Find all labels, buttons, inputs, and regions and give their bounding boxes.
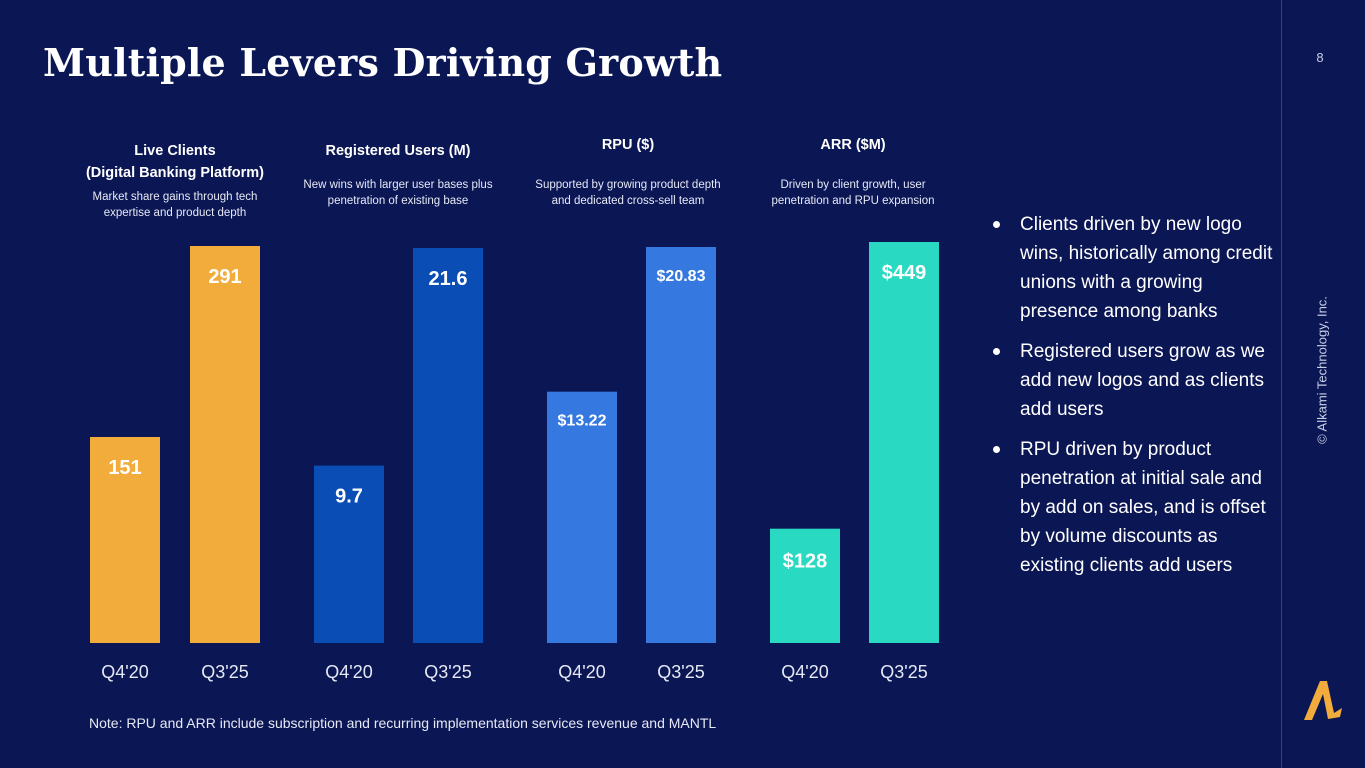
chart-title-text: RPU ($): [601, 137, 655, 153]
chart-description-line: and dedicated cross-sell team: [551, 195, 705, 207]
bar: [547, 391, 617, 643]
chart-header-registered-users: Registered Users (M) New wins with large…: [298, 142, 498, 209]
bar: [646, 247, 716, 643]
chart-title-text: Registered Users (M): [325, 143, 471, 159]
chart-header-arr: ARR ($M) Driven by client growth, user p…: [753, 136, 953, 209]
chart-title-text: Live Clients: [134, 143, 216, 159]
data-label: 151: [108, 457, 141, 479]
x-tick-label: Q3'25: [424, 662, 471, 682]
chart-description-line: Driven by client growth, user: [780, 179, 926, 191]
bullet-dot: [993, 348, 1000, 355]
chart-title-text: ARR ($M): [820, 137, 886, 153]
copyright-notice: © Alkami Technology, Inc.: [1314, 296, 1330, 444]
chart-title: RPU ($): [528, 136, 728, 154]
bullet-dot: [993, 446, 1000, 453]
x-tick-label: Q3'25: [657, 662, 704, 682]
data-label: 291: [208, 266, 241, 288]
bullet-dot: [993, 221, 1000, 228]
x-tick-label: Q3'25: [201, 662, 248, 682]
bullet-text: RPU driven by product penetration at ini…: [1020, 439, 1266, 576]
chart-header-rpu: RPU ($) Supported by growing product dep…: [528, 136, 728, 209]
bullet-item: Registered users grow as we add new logo…: [990, 337, 1275, 424]
alkami-logo-icon: [1304, 681, 1342, 720]
chart-header-live-clients: Live Clients (Digital Banking Platform) …: [75, 142, 275, 221]
x-tick-label: Q4'20: [781, 662, 828, 682]
bar: [770, 528, 840, 643]
bar: [413, 248, 483, 643]
data-label: $13.22: [558, 413, 607, 430]
chart-title: Live Clients (Digital Banking Platform): [75, 142, 275, 182]
bullet-item: RPU driven by product penetration at ini…: [990, 435, 1275, 580]
bar: [869, 242, 939, 643]
chart-description: Driven by client growth, user penetratio…: [753, 177, 953, 209]
data-label: 9.7: [335, 486, 363, 508]
data-label: $128: [783, 551, 828, 573]
bar-charts: 151 Q4'20 291 Q3'25 9.7 Q4'20 21.6 Q3'25 $13.22 Q…: [90, 242, 939, 682]
chart-description-line: New wins with larger user bases plus: [303, 179, 493, 191]
bullet-text: Clients driven by new logo wins, histori…: [1020, 214, 1273, 322]
footnote: Note: RPU and ARR include subscription a…: [89, 715, 717, 731]
x-tick-label: Q4'20: [101, 662, 148, 682]
bar: [190, 246, 260, 643]
chart-title: ARR ($M): [753, 136, 953, 154]
data-label: 21.6: [429, 268, 468, 290]
chart-description-line: penetration and RPU expansion: [771, 195, 935, 207]
bar: [314, 465, 384, 643]
x-tick-label: Q3'25: [880, 662, 927, 682]
x-tick-label: Q4'20: [558, 662, 605, 682]
vertical-divider: [1281, 0, 1282, 768]
chart-description: Supported by growing product depth and d…: [528, 177, 728, 209]
data-label: $20.83: [657, 268, 706, 285]
logo-mark: [1304, 681, 1342, 720]
page-number: 8: [1316, 50, 1324, 65]
chart-description-line: penetration of existing base: [327, 195, 469, 207]
chart-description: New wins with larger user bases plus pen…: [298, 177, 498, 209]
page-title: Multiple Levers Driving Growth: [43, 40, 723, 85]
bar: [90, 436, 160, 643]
chart-description-line: expertise and product depth: [103, 207, 247, 219]
chart-subtitle: (Digital Banking Platform): [85, 165, 265, 181]
bullet-list: Clients driven by new logo wins, histori…: [990, 210, 1275, 591]
bullet-item: Clients driven by new logo wins, histori…: [990, 210, 1275, 326]
chart-description-line: Supported by growing product depth: [535, 179, 721, 191]
bullet-text: Registered users grow as we add new logo…: [1020, 341, 1265, 420]
data-label: $449: [882, 262, 927, 284]
chart-description-line: Market share gains through tech: [92, 191, 258, 203]
x-tick-label: Q4'20: [325, 662, 372, 682]
chart-title: Registered Users (M): [298, 142, 498, 160]
chart-description: Market share gains through tech expertis…: [75, 189, 275, 221]
